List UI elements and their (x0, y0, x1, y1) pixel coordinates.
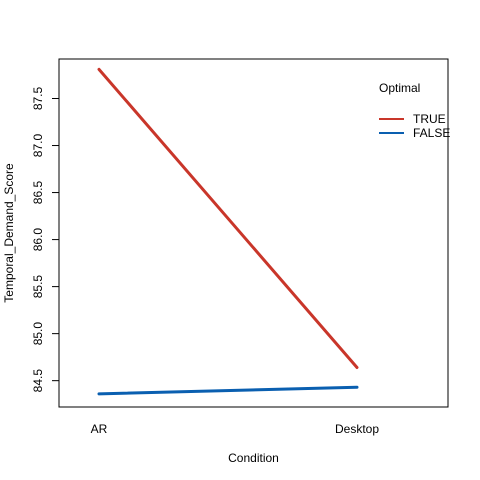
legend-title: Optimal (379, 81, 420, 95)
y-tick-label: 86.0 (31, 228, 45, 252)
y-tick-label: 87.0 (31, 134, 45, 158)
legend-label: TRUE (413, 112, 446, 126)
y-tick-label: 84.5 (31, 369, 45, 393)
x-axis-title: Condition (228, 451, 279, 465)
y-tick-label: 86.5 (31, 181, 45, 205)
legend-label: FALSE (413, 126, 450, 140)
series-line-false (97, 385, 359, 396)
y-axis-title: Temporal_Demand_Score (2, 163, 16, 303)
series-line-true (97, 67, 359, 369)
x-tick-label: AR (91, 422, 108, 436)
series-lines (97, 67, 359, 396)
y-tick-label: 85.5 (31, 275, 45, 299)
x-axis: AR Desktop (91, 422, 380, 436)
x-tick-label: Desktop (335, 422, 379, 436)
y-axis: 84.5 85.0 85.5 86.0 86.5 87.0 87.5 (31, 87, 60, 393)
y-tick-label: 85.0 (31, 322, 45, 346)
y-tick-label: 87.5 (31, 87, 45, 111)
plot-frame (58, 58, 449, 408)
